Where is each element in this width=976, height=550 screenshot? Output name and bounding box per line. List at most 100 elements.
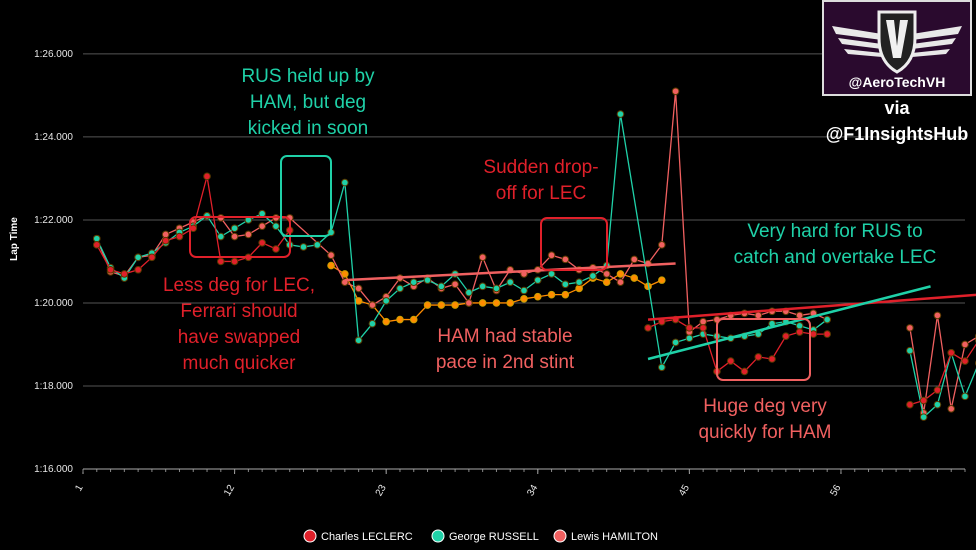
annotation-line: quickly for HAM <box>698 422 831 443</box>
data-point <box>478 253 487 262</box>
legend-marker <box>431 529 445 543</box>
data-point <box>492 284 501 293</box>
series-lewis-hamilton-stint2 <box>327 261 666 326</box>
data-point <box>506 299 515 307</box>
data-point <box>919 413 928 421</box>
data-point <box>327 261 335 270</box>
x-tick-label: 1 <box>73 483 86 494</box>
data-point <box>685 324 694 332</box>
data-point <box>658 276 666 284</box>
data-point <box>630 255 639 264</box>
data-point <box>354 297 363 305</box>
data-point <box>809 330 818 338</box>
legend-marker <box>553 529 567 543</box>
y-tick-label: 1:22.000 <box>34 215 73 226</box>
data-point <box>699 317 707 326</box>
data-point <box>575 278 583 287</box>
annotation-line: Less deg for LEC, <box>163 275 315 296</box>
data-point <box>354 284 363 293</box>
annotation-rus-held-up: RUS held up by HAM, but deg kicked in soon <box>241 66 375 139</box>
data-point <box>906 346 914 355</box>
annotation-line: HAM, but deg <box>250 92 366 113</box>
data-point <box>382 297 390 305</box>
data-point <box>589 272 597 280</box>
data-point <box>961 392 969 401</box>
data-point <box>906 400 914 409</box>
data-point <box>671 87 680 96</box>
data-point <box>203 211 211 220</box>
data-point <box>823 330 831 338</box>
data-point <box>368 301 377 309</box>
legend-label: Charles LECLERC <box>321 531 413 543</box>
data-point <box>602 278 611 287</box>
data-point <box>230 224 239 233</box>
annotation-line: catch and overtake LEC <box>734 247 937 268</box>
data-point <box>616 278 625 287</box>
data-point <box>120 270 129 278</box>
data-point <box>258 222 266 230</box>
series-line <box>96 113 828 370</box>
data-point <box>423 276 432 284</box>
data-point <box>547 251 556 260</box>
x-tick-label: 12 <box>222 483 237 499</box>
data-point <box>658 363 666 372</box>
data-point <box>299 243 308 251</box>
annotation-line: Very hard for RUS to <box>747 221 922 242</box>
data-point <box>341 178 349 187</box>
data-point <box>919 396 928 405</box>
y-tick-label: 1:18.000 <box>34 381 73 392</box>
x-tick-label: 23 <box>374 483 389 499</box>
annotation-huge-deg: Huge deg very quickly for HAM <box>698 396 831 443</box>
data-point <box>671 338 680 347</box>
annotation-ham-stable: HAM had stable pace in 2nd stint <box>436 326 575 373</box>
data-point <box>823 315 831 324</box>
trend-line-ham <box>344 262 676 282</box>
data-point <box>699 324 707 332</box>
data-point <box>782 332 790 340</box>
data-point <box>451 280 459 289</box>
data-point <box>437 282 446 291</box>
x-tick-label: 45 <box>677 483 692 499</box>
annotation-sudden-drop: Sudden drop-off for LEC <box>483 157 598 204</box>
data-point <box>134 265 142 274</box>
x-tick-label: 34 <box>525 483 540 499</box>
annotation-line: HAM had stable <box>437 326 572 347</box>
data-point <box>933 400 942 409</box>
data-point <box>961 357 969 365</box>
data-point <box>520 295 528 303</box>
annotation-less-deg: Less deg for LEC, Ferrari should have swap… <box>163 275 315 374</box>
y-tick-label: 1:20.000 <box>34 298 73 309</box>
data-point <box>961 340 969 349</box>
data-point <box>230 232 239 241</box>
data-point <box>740 367 749 376</box>
data-point <box>272 222 280 230</box>
data-point <box>465 288 473 297</box>
data-point <box>933 311 942 320</box>
via-label: via <box>884 98 910 118</box>
annotation-line: kicked in soon <box>248 118 368 139</box>
annotation-line: have swapped <box>178 327 301 348</box>
trend-line-lec <box>647 293 976 321</box>
data-point <box>795 321 804 330</box>
data-point <box>465 299 473 307</box>
x-tick-label: 56 <box>828 483 843 499</box>
data-point <box>795 311 804 320</box>
data-point <box>575 284 583 293</box>
data-point <box>134 253 142 262</box>
data-point <box>217 257 225 266</box>
annotation-line: much quicker <box>183 353 297 374</box>
y-tick-label: 1:24.000 <box>34 132 73 143</box>
data-point <box>217 232 225 241</box>
annotation-line: RUS held up by <box>241 66 375 87</box>
data-point <box>754 311 763 320</box>
data-point <box>341 270 349 278</box>
data-point <box>768 355 776 363</box>
data-point <box>685 334 694 343</box>
data-point <box>933 386 942 394</box>
data-point <box>272 245 280 253</box>
data-point <box>658 241 666 249</box>
highlight-box-ham <box>716 318 811 381</box>
data-point <box>533 292 542 301</box>
data-point <box>230 257 239 266</box>
